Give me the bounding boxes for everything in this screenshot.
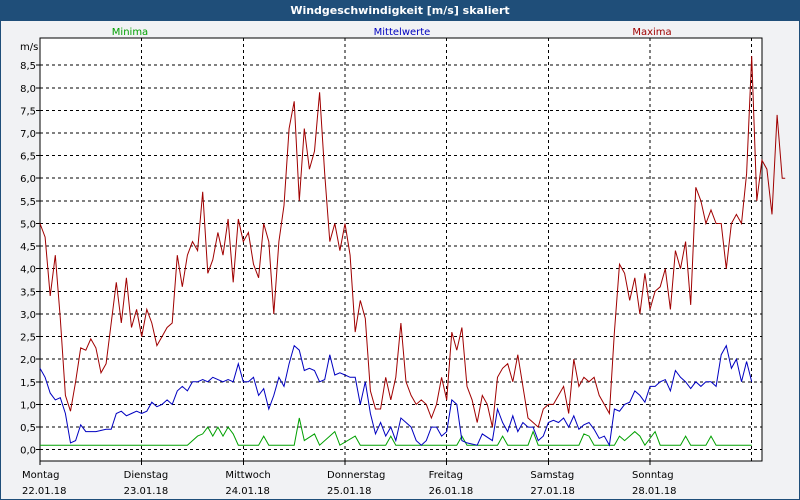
y-tick-label: 2,5 — [20, 333, 36, 344]
grid-lines — [40, 38, 762, 461]
y-tick-label: 8,0 — [20, 84, 36, 95]
y-tick-label: 6,5 — [20, 152, 36, 163]
x-axis: Montag 22.01.18 Dienstag 23.01.18 Mittwoch 24… — [22, 461, 677, 497]
plot-area — [39, 37, 763, 462]
series-lines — [39, 56, 786, 447]
chart-title: Windgeschwindigkeit [m/s] skaliert — [1, 1, 799, 21]
x-tick-label-date: 22.01.18 — [22, 486, 67, 497]
x-tick-label-date: 28.01.18 — [632, 486, 677, 497]
y-tick-label: 0,0 — [20, 446, 36, 457]
y-tick-label: 1,0 — [20, 400, 36, 411]
y-tick-label: 3,0 — [20, 310, 36, 321]
y-tick-label: 3,5 — [20, 287, 36, 298]
series-line-maxima — [39, 56, 786, 429]
y-axis-label: m/s — [20, 42, 38, 53]
x-tick-label-date: 23.01.18 — [124, 486, 169, 497]
y-tick-label: 4,0 — [20, 265, 36, 276]
series-line-mittelwerte — [39, 344, 753, 447]
x-tick-label-date: 24.01.18 — [225, 486, 270, 497]
x-tick-label-weekday: Mittwoch — [225, 470, 270, 481]
y-tick-label: 0,5 — [20, 423, 36, 434]
x-tick-label-weekday: Dienstag — [124, 470, 169, 481]
y-tick-label: 8,5 — [20, 61, 36, 72]
y-tick-label: 4,5 — [20, 242, 36, 253]
y-tick-label: 5,5 — [20, 197, 36, 208]
y-tick-label: 5,0 — [20, 219, 36, 230]
legend-item-maxima: Maxima — [632, 27, 671, 38]
x-tick-label-date: 26.01.18 — [429, 486, 474, 497]
x-tick-label-weekday: Donnerstag — [327, 470, 385, 481]
y-tick-label: 6,0 — [20, 174, 36, 185]
y-tick-label: 2,0 — [20, 355, 36, 366]
series-line-minima — [40, 417, 752, 447]
y-tick-label: 1,5 — [20, 378, 36, 389]
x-tick-label-weekday: Freitag — [429, 470, 463, 481]
x-tick-label-date: 27.01.18 — [530, 486, 575, 497]
x-tick-label-weekday: Sonntag — [632, 470, 674, 481]
x-tick-label-date: 25.01.18 — [327, 486, 372, 497]
x-tick-label-weekday: Samstag — [530, 470, 574, 481]
legend-item-minima: Minima — [112, 27, 148, 38]
x-tick-label-weekday: Montag — [22, 470, 59, 481]
legend-item-mittelwerte: Mittelwerte — [374, 27, 431, 38]
legend: Minima Mittelwerte Maxima — [112, 27, 672, 38]
y-axis: 0,0 0,5 1,0 1,5 2,0 2,5 3,0 3,5 4,0 4,5 5,0 5,5 6,0 6… — [20, 42, 40, 457]
y-tick-label: 7,0 — [20, 129, 36, 140]
y-tick-label: 7,5 — [20, 106, 36, 117]
